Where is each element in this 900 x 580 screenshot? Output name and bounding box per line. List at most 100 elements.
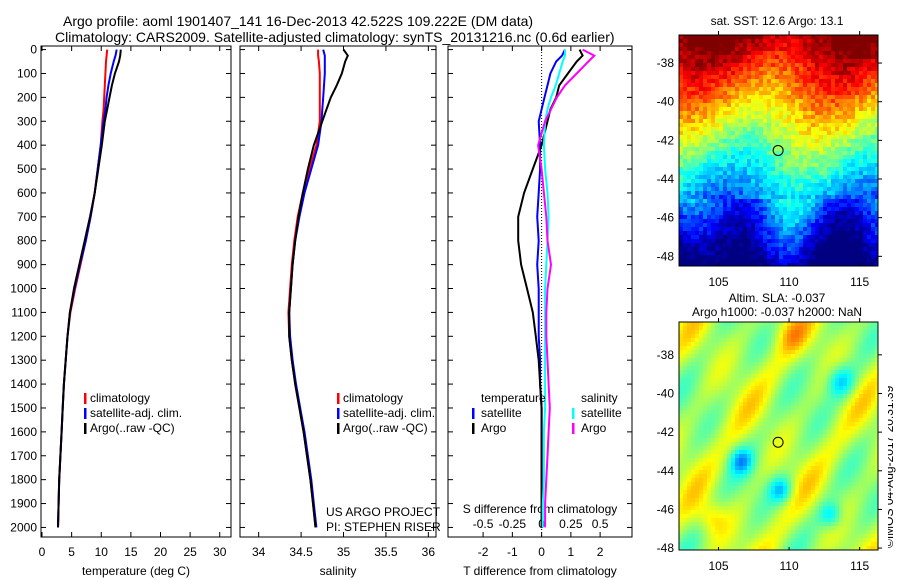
heatmap-cell [727, 346, 731, 350]
heatmap-cell [679, 434, 683, 438]
heatmap-cell [791, 191, 795, 195]
heatmap-cell [739, 386, 743, 390]
heatmap-cell [843, 458, 847, 462]
heatmap-cell [819, 71, 823, 75]
heatmap-cell [831, 103, 835, 107]
heatmap-cell [787, 346, 791, 350]
heatmap-cell [695, 454, 699, 458]
heatmap-cell [735, 342, 739, 346]
heatmap-cell [711, 386, 715, 390]
heatmap-cell [783, 187, 787, 191]
heatmap-cell [851, 235, 855, 239]
heatmap-cell [803, 322, 807, 326]
heatmap-cell [739, 326, 743, 330]
heatmap-cell [779, 366, 783, 370]
heatmap-cell [723, 466, 727, 470]
heatmap-cell [875, 358, 879, 362]
heatmap-cell [707, 123, 711, 127]
heatmap-cell [775, 167, 779, 171]
heatmap-cell [775, 426, 779, 430]
heatmap-cell [679, 398, 683, 402]
heatmap-cell [719, 175, 723, 179]
heatmap-cell [723, 71, 727, 75]
heatmap-cell [711, 406, 715, 410]
heatmap-cell [739, 191, 743, 195]
heatmap-cell [827, 346, 831, 350]
heatmap-cell [843, 171, 847, 175]
heatmap-cell [823, 434, 827, 438]
heatmap-cell [695, 338, 699, 342]
heatmap-cell [807, 191, 811, 195]
heatmap-cell [719, 386, 723, 390]
heatmap-cell [779, 382, 783, 386]
heatmap-cell [867, 187, 871, 191]
heatmap-cell [759, 183, 763, 187]
heatmap-cell [747, 346, 751, 350]
heatmap-cell [875, 187, 879, 191]
heatmap-cell [787, 203, 791, 207]
heatmap-cell [679, 346, 683, 350]
heatmap-cell [843, 382, 847, 386]
heatmap-cell [751, 330, 755, 334]
heatmap-cell [715, 227, 719, 231]
heatmap-cell [703, 358, 707, 362]
heatmap-cell [859, 127, 863, 131]
heatmap-cell [827, 231, 831, 235]
heatmap-cell [843, 139, 847, 143]
heatmap-cell [731, 223, 735, 227]
heatmap-cell [795, 366, 799, 370]
heatmap-cell [827, 450, 831, 454]
heatmap-cell [691, 446, 695, 450]
heatmap-cell [683, 187, 687, 191]
heatmap-cell [707, 147, 711, 151]
heatmap-cell [843, 334, 847, 338]
heatmap-cell [679, 159, 683, 163]
heatmap-cell [791, 446, 795, 450]
heatmap-cell [859, 171, 863, 175]
heatmap-cell [791, 382, 795, 386]
heatmap-cell [875, 350, 879, 354]
heatmap-cell [787, 366, 791, 370]
heatmap-cell [731, 442, 735, 446]
heatmap-cell [811, 338, 815, 342]
heatmap-cell [867, 434, 871, 438]
heatmap-cell [727, 139, 731, 143]
heatmap-cell [771, 39, 775, 43]
heatmap-cell [767, 95, 771, 99]
heatmap-cell [699, 155, 703, 159]
heatmap-cell [687, 223, 691, 227]
heatmap-cell [731, 67, 735, 71]
heatmap-cell [695, 342, 699, 346]
heatmap-cell [819, 143, 823, 147]
heatmap-cell [719, 410, 723, 414]
heatmap-cell [751, 342, 755, 346]
heatmap-cell [747, 175, 751, 179]
heatmap-cell [835, 203, 839, 207]
heatmap-cell [871, 215, 875, 219]
heatmap-cell [763, 326, 767, 330]
heatmap-cell [691, 394, 695, 398]
heatmap-cell [715, 346, 719, 350]
heatmap-cell [691, 410, 695, 414]
heatmap-cell [787, 79, 791, 83]
heatmap-cell [859, 95, 863, 99]
heatmap-cell [759, 354, 763, 358]
heatmap-cell [875, 374, 879, 378]
heatmap-cell [747, 398, 751, 402]
heatmap-cell [791, 67, 795, 71]
heatmap-cell [723, 143, 727, 147]
heatmap-cell [863, 131, 867, 135]
heatmap-cell [707, 346, 711, 350]
heatmap-cell [763, 131, 767, 135]
heatmap-cell [787, 378, 791, 382]
heatmap-cell [775, 211, 779, 215]
heatmap-cell [767, 203, 771, 207]
heatmap-cell [763, 123, 767, 127]
heatmap-cell [863, 51, 867, 55]
heatmap-cell [791, 410, 795, 414]
heatmap-cell [863, 119, 867, 123]
heatmap-cell [811, 406, 815, 410]
heatmap-cell [827, 446, 831, 450]
heatmap-cell [707, 191, 711, 195]
heatmap-cell [819, 107, 823, 111]
